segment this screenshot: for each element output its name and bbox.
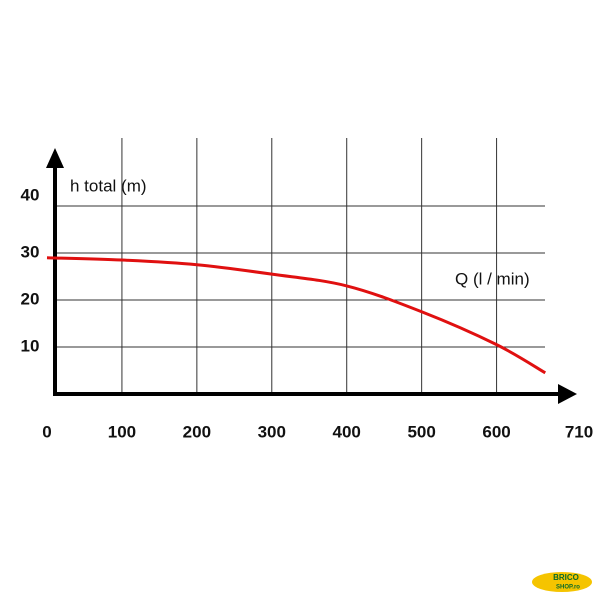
x-tick-label: 200 [183, 422, 211, 441]
x-tick-label: 600 [482, 422, 510, 441]
logo-text: BRICO [553, 573, 579, 582]
x-tick-label: 500 [407, 422, 435, 441]
curve [46, 256, 547, 375]
y-axis-label: h total (m) [70, 176, 147, 195]
y-tick-label: 40 [21, 185, 40, 204]
y-tick-label: 20 [21, 289, 40, 308]
x-tick-label: 300 [258, 422, 286, 441]
x-tick-label: 0 [42, 422, 51, 441]
y-tick-label: 10 [21, 336, 40, 355]
x-tick-label: 100 [108, 422, 136, 441]
x-axis-label: Q (l / min) [455, 269, 530, 288]
x-axis-arrow [558, 384, 577, 404]
y-tick-label: 30 [21, 242, 40, 261]
logo-text: SHOP.ro [556, 585, 580, 591]
logo: BRICO SHOP.ro [532, 572, 592, 592]
x-tick-label: 710 [565, 422, 593, 441]
y-axis-arrow [46, 148, 64, 168]
x-tick-label: 400 [333, 422, 361, 441]
logo-badge [532, 572, 592, 592]
